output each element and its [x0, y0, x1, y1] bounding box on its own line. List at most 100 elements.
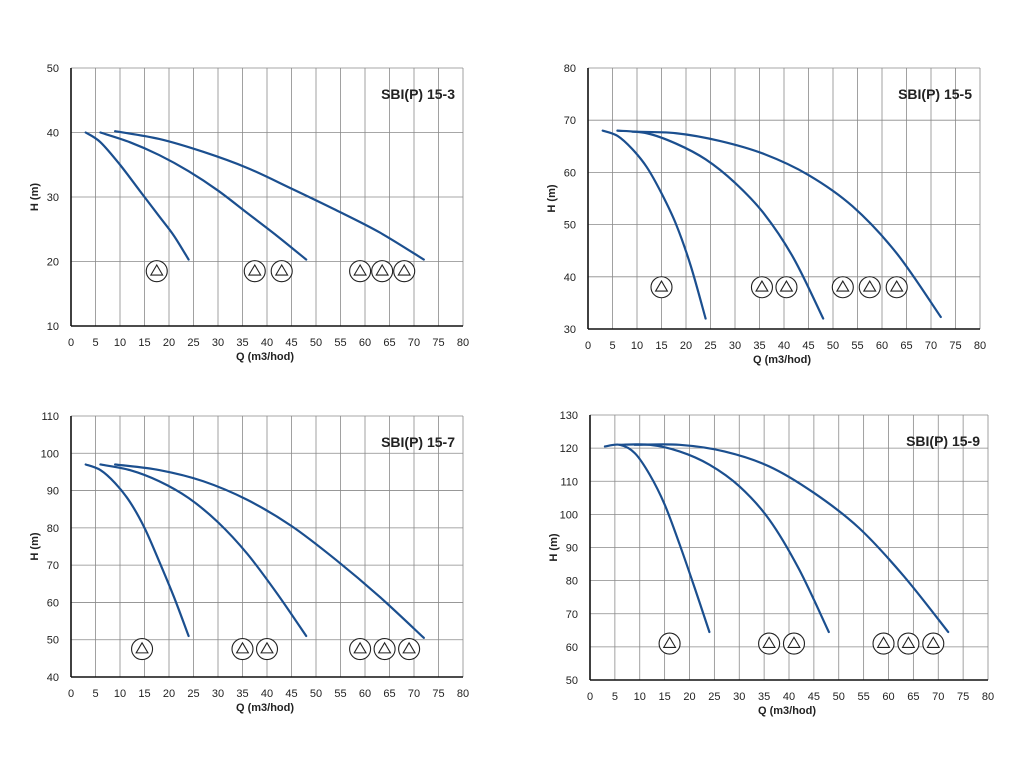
pump-symbol-icon	[349, 637, 372, 661]
x-tick-label: 25	[708, 691, 720, 703]
y-axis-label: H (m)	[546, 184, 558, 212]
x-tick-label: 0	[587, 691, 593, 703]
pump-symbol-icon	[782, 632, 806, 655]
x-tick-label: 30	[733, 691, 745, 703]
x-tick-label: 55	[334, 688, 346, 700]
pump-curve-1	[603, 443, 711, 634]
x-tick-label: 25	[187, 688, 199, 700]
y-tick-label: 70	[564, 115, 576, 127]
pump-symbol-icon	[750, 276, 774, 299]
x-tick-label: 65	[383, 337, 395, 349]
x-axis-label: Q (m3/hod)	[236, 351, 294, 363]
x-axis-label: Q (m3/hod)	[753, 354, 811, 366]
y-tick-label: 40	[47, 128, 59, 140]
x-tick-label: 20	[683, 691, 695, 703]
x-tick-label: 70	[932, 691, 944, 703]
y-tick-label: 30	[564, 324, 576, 336]
x-tick-label: 15	[138, 337, 150, 349]
pump-curve-2	[99, 463, 308, 638]
pump-curve-3	[633, 443, 950, 634]
y-tick-label: 110	[41, 411, 59, 423]
x-tick-label: 0	[585, 340, 591, 352]
x-tick-label: 45	[802, 340, 814, 352]
pump-symbol-icon	[398, 637, 421, 661]
y-axis-label: H (m)	[29, 183, 41, 211]
x-tick-label: 40	[783, 691, 795, 703]
chart-title: SBI(P) 15-9	[906, 433, 980, 449]
x-tick-label: 75	[957, 691, 969, 703]
y-tick-label: 10	[47, 321, 59, 333]
pump-symbol-icon	[650, 276, 673, 299]
x-tick-label: 70	[925, 340, 937, 352]
pump-symbol-icon	[131, 637, 154, 661]
x-tick-label: 60	[359, 337, 371, 349]
x-tick-label: 35	[758, 691, 770, 703]
y-axis-label: H (m)	[548, 533, 560, 561]
pump-symbol-icon	[775, 276, 798, 299]
chart-panel-3: 0 5 10 15 20 25 30 35 40 45 50 55 60 65 70 75 80 40 50 60 70…	[29, 411, 469, 714]
x-tick-label: 60	[882, 691, 894, 703]
pump-curve-3	[631, 130, 942, 319]
y-tick-label: 30	[47, 192, 59, 204]
x-tick-label: 65	[900, 340, 912, 352]
y-tick-label: 80	[47, 523, 59, 535]
x-tick-label: 0	[68, 337, 74, 349]
y-tick-label: 50	[47, 635, 59, 647]
x-tick-label: 40	[261, 688, 273, 700]
y-tick-label: 130	[560, 410, 578, 422]
x-tick-label: 20	[163, 337, 175, 349]
x-tick-label: 50	[310, 337, 322, 349]
pump-curve-2	[616, 129, 825, 320]
pump-symbol-icon	[922, 632, 945, 655]
chart-panel-2: 0 5 10 15 20 25 30 35 40 45 50 55 60 65 70 75 80 30 40 50 60…	[546, 63, 986, 366]
x-tick-label: 10	[634, 691, 646, 703]
y-tick-label: 80	[566, 576, 578, 588]
pump-symbol-icon	[243, 260, 266, 283]
x-tick-label: 80	[457, 688, 469, 700]
pump-symbol-icon	[831, 276, 854, 299]
x-tick-label: 0	[68, 688, 74, 700]
x-tick-label: 55	[858, 691, 870, 703]
y-tick-label: 60	[47, 597, 59, 609]
x-tick-label: 5	[92, 688, 98, 700]
pump-curve-2	[618, 443, 830, 634]
x-tick-label: 55	[851, 340, 863, 352]
pump-symbol-icon	[373, 637, 396, 661]
y-tick-label: 100	[560, 509, 578, 521]
pump-symbol-icon	[658, 632, 681, 655]
y-tick-label: 120	[560, 443, 578, 455]
x-axis-label: Q (m3/hod)	[758, 705, 816, 717]
x-tick-label: 15	[659, 691, 671, 703]
pump-curve-1	[84, 463, 190, 638]
pump-symbol-icon	[393, 260, 416, 283]
y-tick-label: 110	[560, 476, 578, 488]
x-tick-label: 55	[334, 337, 346, 349]
x-axis-label: Q (m3/hod)	[236, 702, 294, 714]
x-tick-label: 75	[949, 340, 961, 352]
y-tick-label: 40	[564, 272, 576, 284]
x-tick-label: 70	[408, 337, 420, 349]
pump-symbol-icon	[349, 260, 372, 283]
x-tick-label: 25	[187, 337, 199, 349]
y-axis-label: H (m)	[29, 532, 41, 560]
y-tick-label: 70	[47, 560, 59, 572]
pump-curve-1	[84, 131, 190, 261]
x-tick-label: 20	[163, 688, 175, 700]
x-tick-label: 35	[753, 340, 765, 352]
x-tick-label: 60	[876, 340, 888, 352]
x-tick-label: 15	[655, 340, 667, 352]
chart-panel-4: 0 5 10 15 20 25 30 35 40 45 50 55 60 65 70 75 80 50 60 70 80…	[548, 410, 994, 717]
x-tick-label: 60	[359, 688, 371, 700]
y-tick-label: 60	[564, 167, 576, 179]
chart-title: SBI(P) 15-3	[381, 86, 455, 102]
x-tick-label: 5	[92, 337, 98, 349]
chart-title: SBI(P) 15-7	[381, 434, 455, 450]
x-tick-label: 80	[982, 691, 994, 703]
pump-symbol-icon	[897, 632, 920, 655]
x-tick-label: 65	[907, 691, 919, 703]
x-tick-label: 45	[285, 688, 297, 700]
chart-title: SBI(P) 15-5	[898, 86, 972, 102]
pump-symbol-icon	[270, 260, 293, 283]
x-tick-label: 80	[457, 337, 469, 349]
y-tick-label: 80	[564, 63, 576, 75]
